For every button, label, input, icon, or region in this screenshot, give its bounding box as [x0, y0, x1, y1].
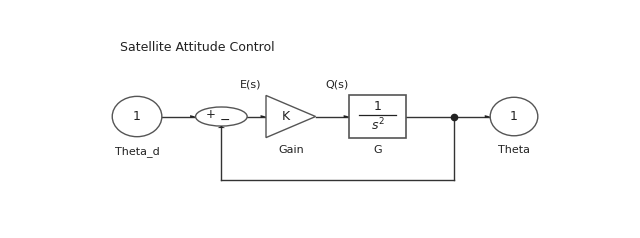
Ellipse shape — [112, 96, 162, 137]
Text: K: K — [282, 110, 290, 123]
Text: 1: 1 — [133, 110, 141, 123]
Polygon shape — [484, 115, 490, 118]
Ellipse shape — [490, 97, 538, 136]
Text: 1: 1 — [374, 100, 381, 113]
Text: Gain: Gain — [278, 145, 303, 155]
Polygon shape — [344, 115, 349, 118]
Text: Theta_d: Theta_d — [115, 146, 159, 157]
Polygon shape — [218, 126, 225, 128]
Polygon shape — [266, 95, 316, 138]
Circle shape — [196, 107, 247, 126]
Text: Satellite Attitude Control: Satellite Attitude Control — [120, 41, 275, 55]
Text: Q(s): Q(s) — [325, 80, 349, 90]
FancyBboxPatch shape — [349, 95, 406, 138]
Text: −: − — [220, 114, 230, 127]
Polygon shape — [190, 115, 196, 118]
Text: Theta: Theta — [498, 145, 530, 155]
Text: E(s): E(s) — [241, 80, 262, 90]
Text: G: G — [373, 145, 382, 155]
Text: $s^2$: $s^2$ — [371, 116, 385, 133]
Polygon shape — [260, 115, 266, 118]
Text: +: + — [205, 108, 216, 121]
Text: 1: 1 — [510, 110, 518, 123]
